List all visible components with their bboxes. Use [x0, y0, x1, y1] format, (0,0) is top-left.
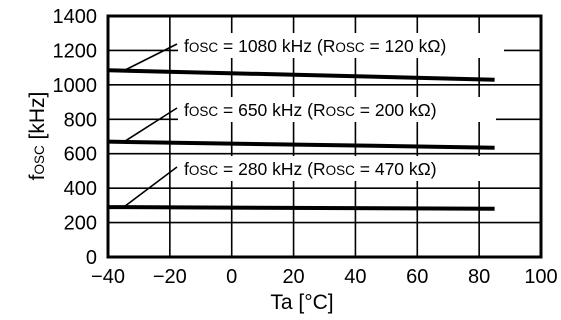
x-axis-title-suffix: ] [328, 291, 334, 314]
series-layer [107, 68, 495, 211]
leader-line-0 [123, 43, 178, 72]
x-tick-label-7: 100 [524, 266, 557, 288]
annotation-label-1: fOSC = 650 kHz (ROSC = 200 kΩ) [184, 100, 437, 120]
annotation-label-2-part-0: f [184, 159, 189, 179]
annotation-label-0-part-4: = 120 kΩ) [365, 36, 447, 56]
y-axis-title-unit: [kHz] [26, 92, 49, 146]
y-tick-label-4: 800 [64, 109, 97, 131]
y-axis-title-main: f [26, 174, 49, 180]
x-axis-title: Ta [°C] [270, 291, 333, 314]
x-tick-label-2: 0 [226, 266, 237, 288]
series-line-2 [107, 205, 495, 211]
annotation-label-1-part-4: = 200 kΩ) [355, 100, 437, 120]
annotation-label-0: fOSC = 1080 kHz (ROSC = 120 kΩ) [184, 36, 446, 56]
annotation-label-0-part-1: OSC [189, 40, 219, 55]
annotation-label-2-part-3: OSC [326, 163, 356, 178]
leader-line-1 [123, 107, 178, 143]
series-line-1 [107, 139, 495, 150]
x-tick-label-5: 60 [406, 266, 428, 288]
annotation-label-1-part-1: OSC [189, 104, 219, 119]
y-tick-label-6: 1200 [53, 40, 98, 62]
y-axis-title-sub: OSC [32, 145, 47, 175]
annotation-label-1-part-0: f [184, 100, 189, 120]
y-tick-label-7: 1400 [53, 6, 98, 28]
plot-frame [106, 14, 543, 259]
y-tick-label-3: 600 [64, 144, 97, 166]
annotation-label-0-part-2: = 1080 kHz (R [218, 36, 335, 56]
x-tick-label-0: −40 [91, 266, 125, 288]
annotation-label-0-part-3: OSC [335, 40, 365, 55]
y-tick-label-5: 1000 [53, 75, 98, 97]
x-tick-label-1: −20 [153, 266, 187, 288]
x-tick-label-6: 80 [468, 266, 490, 288]
annotation-label-1-part-2: = 650 kHz (R [218, 100, 325, 120]
annotation-label-2-part-2: = 280 kHz (R [218, 159, 325, 179]
annotation-box-2 [178, 156, 496, 181]
annotation-label-2: fOSC = 280 kHz (ROSC = 470 kΩ) [184, 159, 437, 179]
y-tick-label-0: 0 [86, 247, 97, 269]
x-axis-title-unit: °C [304, 291, 328, 314]
tick-layer: −40 −20 0 20 40 60 80 1000200400600800100012001… [53, 6, 558, 288]
annotation-label-2-part-1: OSC [189, 163, 219, 178]
y-tick-label-2: 400 [64, 178, 97, 200]
annotation-label-0-part-0: f [184, 36, 189, 56]
annotation-layer: fOSC = 1080 kHz (ROSC = 120 kΩ)fOSC = 65… [123, 33, 504, 208]
annotation-box-1 [178, 97, 496, 122]
annotation-box-0 [178, 33, 504, 58]
x-tick-label-4: 40 [344, 266, 366, 288]
leader-line-2 [123, 166, 178, 208]
y-tick-label-1: 200 [64, 213, 97, 235]
series-line-0 [107, 68, 495, 82]
annotation-label-1-part-3: OSC [326, 104, 356, 119]
x-tick-label-3: 20 [282, 266, 304, 288]
y-axis-title: fOSC [kHz] [26, 92, 49, 181]
annotation-label-2-part-4: = 470 kΩ) [355, 159, 437, 179]
x-axis-title-prefix: Ta [ [270, 291, 304, 314]
